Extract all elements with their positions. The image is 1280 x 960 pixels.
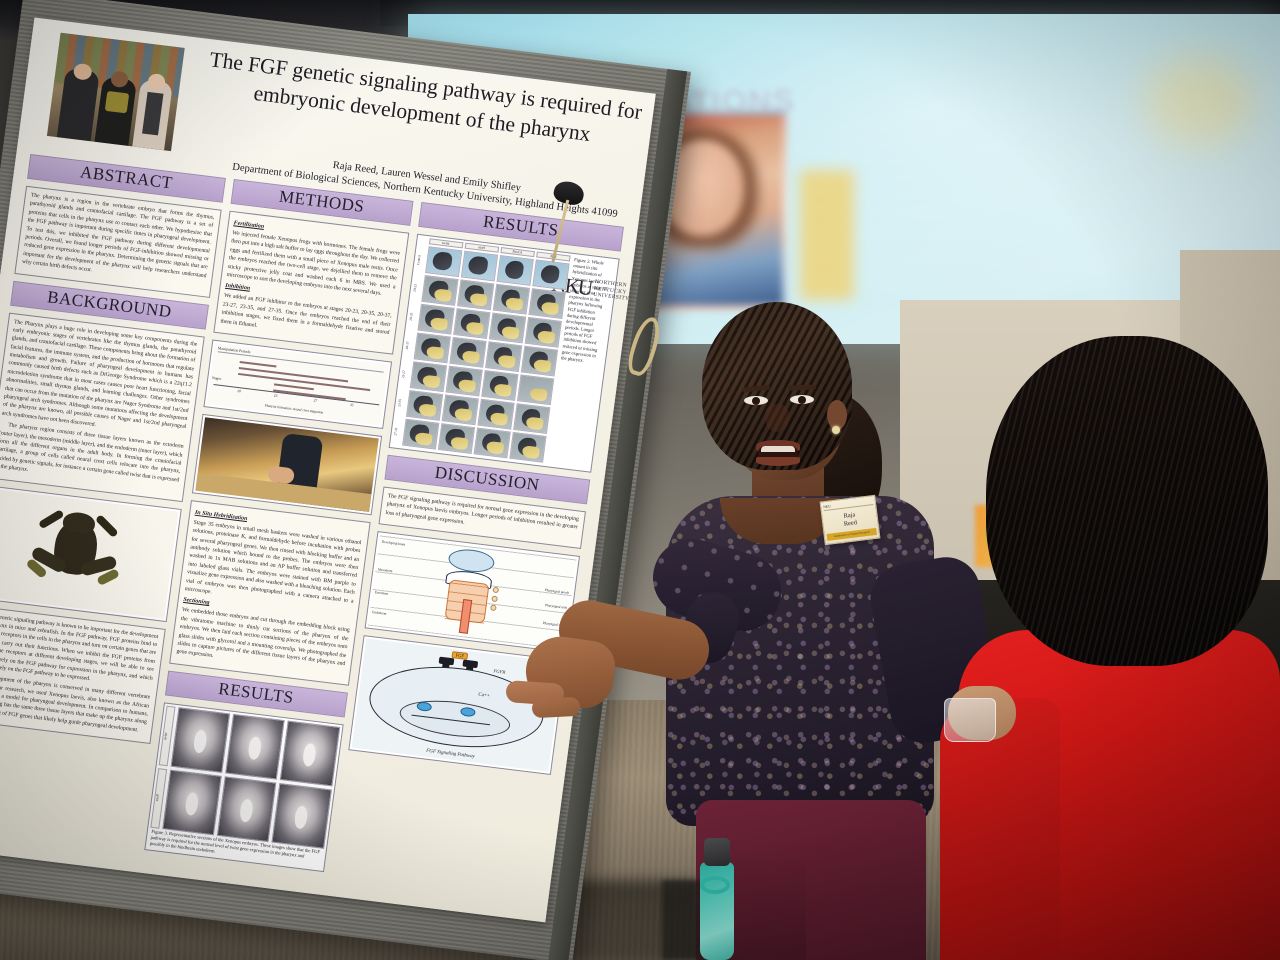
- presenter-teeth: [761, 446, 795, 452]
- screen-glow: [1143, 56, 1253, 146]
- chart-bar: [239, 360, 277, 368]
- histology-cell: [271, 782, 332, 849]
- embryo-yolk: [433, 287, 452, 303]
- water-bottle-cap: [704, 838, 730, 866]
- chart-tick: 23: [273, 393, 278, 398]
- embryo-yolk: [450, 435, 469, 451]
- team-photo-shirt-graphic: [104, 90, 130, 114]
- presenter-pupil-right: [798, 396, 806, 404]
- embryo-cell: [496, 254, 534, 286]
- histology-cell: [216, 776, 277, 842]
- lab-photo-figure: [191, 413, 382, 516]
- histology-lumen: [192, 729, 208, 754]
- abstract-body: The pharynx is a region in the vertebrat…: [14, 185, 222, 298]
- presenter-nose: [765, 404, 789, 432]
- methods-body: Fertilization We injected female Xenopus…: [212, 210, 409, 355]
- embryo-cell: [409, 361, 447, 393]
- embryo-yolk: [414, 431, 433, 446]
- abstract-text: The pharynx is a region in the vertebrat…: [21, 192, 215, 280]
- presenter-pupil-left: [752, 397, 760, 405]
- histology-lumen: [302, 743, 318, 767]
- histology-lumen: [184, 792, 200, 816]
- manipulation-periods-chart: Manipulation Periods Stages 20: [206, 342, 389, 426]
- frog-photo: [0, 487, 179, 619]
- histology-cell: [225, 713, 285, 780]
- embryo-cell: [460, 250, 498, 282]
- background-body-2: The FGF genetic signaling pathway is kno…: [0, 604, 166, 745]
- presenter-name-badge: NKU Raja Reed Celebration of Student Res…: [819, 494, 881, 546]
- histology-lumen: [239, 799, 254, 823]
- lab-photo: [194, 417, 379, 512]
- manipulation-chart-figure: Manipulation Periods Stages 20: [203, 339, 392, 429]
- water-bottle-handle: [700, 876, 730, 894]
- background-para-1: The Pharynx plays a huge role in develop…: [1, 318, 198, 431]
- presenter-upper-lip: [756, 440, 800, 451]
- team-photo: [46, 32, 185, 152]
- presenter-eye-right: [790, 395, 814, 404]
- frog-figure: [0, 484, 182, 622]
- embryo-cell: [424, 246, 463, 278]
- embryo-yolk: [425, 345, 445, 360]
- presenter-earring: [832, 426, 840, 434]
- histology-lumen: [247, 736, 263, 760]
- listener-cup: [944, 698, 996, 742]
- chart-tick: 20: [237, 388, 242, 394]
- chart-tick: 35: [349, 402, 354, 408]
- frog-arm-right: [95, 513, 120, 538]
- embryo-cell: [405, 389, 443, 421]
- histology-cell: [161, 769, 222, 836]
- presenter-lower-lip: [756, 457, 800, 466]
- screen-photo-accent: [800, 170, 854, 300]
- results-bottom-figure: twist sox9 Figure 3. Representative sect…: [143, 702, 344, 873]
- histology-cell: [280, 720, 340, 787]
- chart-tick: 27: [313, 398, 318, 403]
- presenter-ear: [827, 400, 847, 430]
- embryo-cell: [532, 259, 570, 291]
- listener-person: [940, 330, 1280, 960]
- embryo-shape: [467, 254, 489, 276]
- embryo-yolk: [429, 316, 449, 332]
- listener-hair-texture: [986, 336, 1268, 666]
- presenter-eye-left: [744, 396, 768, 405]
- presenter-eyebrow-right: [787, 384, 817, 391]
- badge-name: Raja Reed: [824, 509, 876, 531]
- frog-arm-left: [38, 508, 65, 529]
- embryo-cell: [401, 418, 440, 450]
- embryo-shape: [503, 259, 525, 280]
- embryo-cell: [416, 303, 455, 335]
- xenopus-frog-icon: [23, 505, 130, 602]
- methods-body-2: In Situ Hybridization Stage 35 embryos i…: [168, 499, 371, 686]
- background-body: The Pharynx plays a huge role in develop…: [0, 312, 205, 502]
- embryo-shape: [432, 250, 453, 272]
- presenter-finger-secondary: [531, 696, 581, 719]
- listener-hair: [986, 336, 1268, 666]
- histology-cell: [170, 706, 231, 773]
- chart-bar: [273, 383, 314, 390]
- embryo-yolk: [418, 402, 437, 418]
- embryo-shape: [539, 263, 561, 285]
- embryo-cell: [413, 332, 451, 364]
- embryo-yolk: [422, 374, 441, 389]
- histology-lumen: [293, 805, 309, 830]
- embryo-cell: [420, 274, 459, 306]
